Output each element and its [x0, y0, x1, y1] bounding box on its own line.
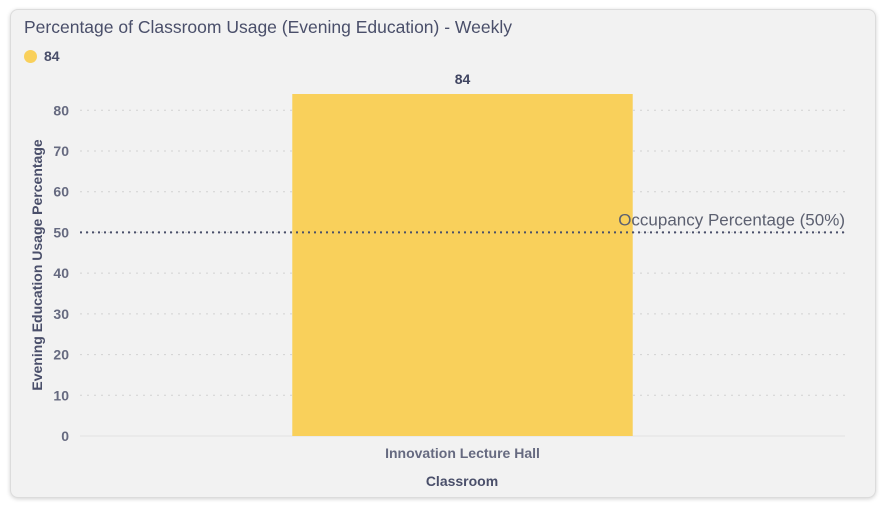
y-tick-label: 60	[53, 184, 69, 200]
y-axis-title: Evening Education Usage Percentage	[29, 139, 45, 391]
y-tick-label: 70	[53, 143, 69, 159]
chart-title: Percentage of Classroom Usage (Evening E…	[24, 17, 512, 37]
x-tick-label: Innovation Lecture Hall	[385, 445, 540, 461]
y-tick-label: 40	[53, 265, 69, 281]
y-tick-label: 0	[61, 428, 69, 444]
legend[interactable]: 84	[24, 48, 60, 64]
x-axis-title: Classroom	[426, 473, 498, 489]
legend-label: 84	[44, 48, 60, 64]
bar-data-label: 84	[455, 71, 471, 87]
y-tick-label: 80	[53, 102, 69, 118]
bar	[292, 94, 633, 436]
legend-swatch	[24, 49, 37, 63]
y-tick-label: 10	[53, 387, 69, 403]
y-tick-label: 50	[53, 224, 69, 240]
reference-line-label: Occupancy Percentage (50%)	[618, 210, 845, 229]
y-tick-label: 30	[53, 306, 69, 322]
y-tick-label: 20	[53, 347, 69, 363]
